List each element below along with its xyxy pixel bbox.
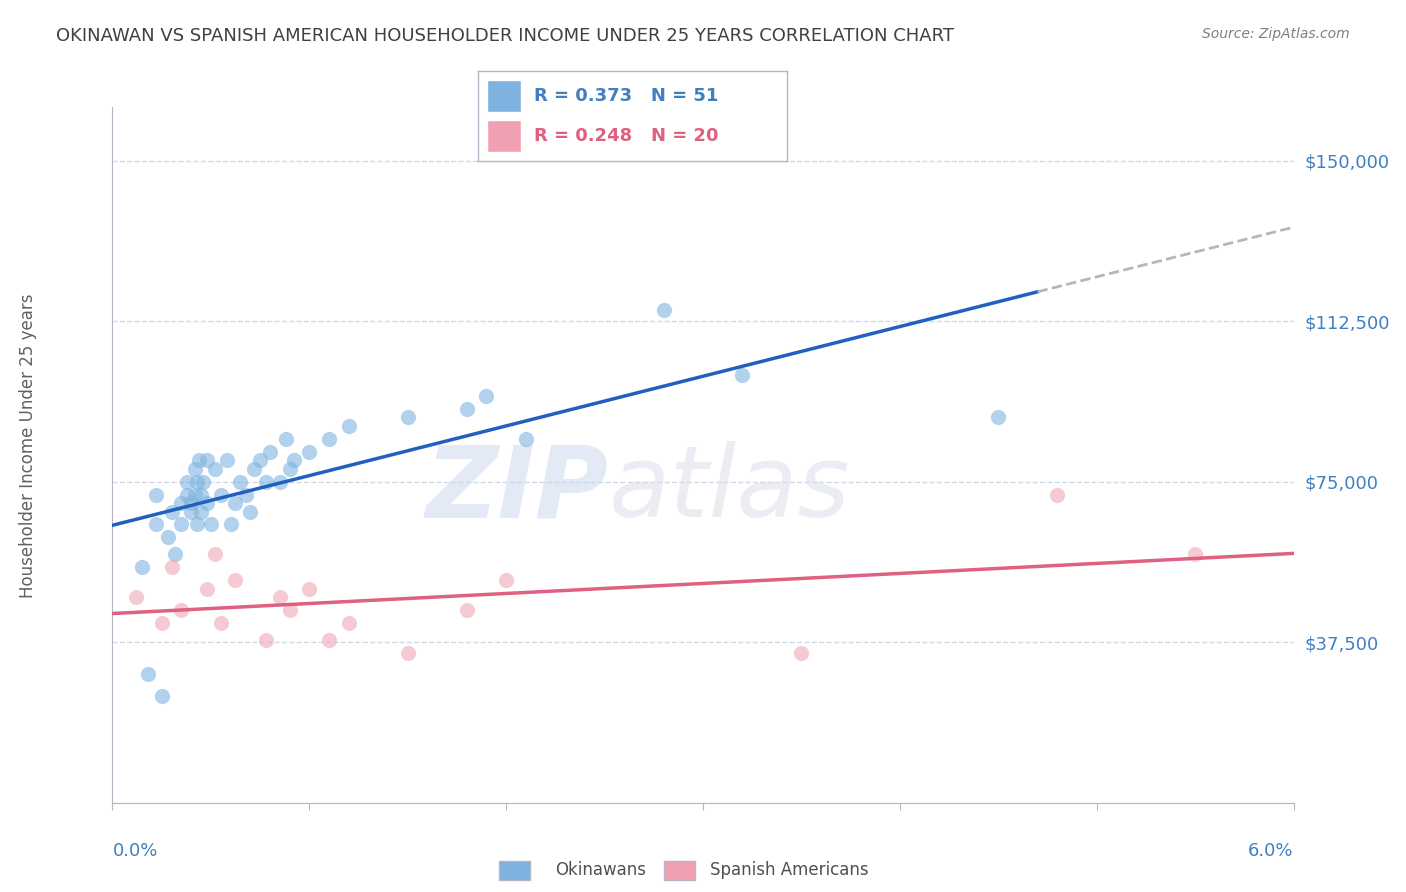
Point — [145, 487, 167, 501]
Point — [190, 505, 212, 519]
Point — [278, 462, 301, 476]
Point — [170, 517, 193, 532]
Point — [170, 603, 193, 617]
Point — [200, 517, 222, 532]
Point — [184, 462, 207, 476]
Point — [195, 582, 218, 596]
Point — [396, 646, 419, 660]
Point — [176, 487, 198, 501]
Point — [219, 517, 242, 532]
Text: Source: ZipAtlas.com: Source: ZipAtlas.com — [1202, 27, 1350, 41]
Point — [150, 615, 173, 630]
Point — [190, 487, 212, 501]
Point — [195, 453, 218, 467]
Point — [131, 560, 153, 574]
Text: atlas: atlas — [609, 442, 851, 538]
Point — [254, 633, 277, 648]
Text: R = 0.373   N = 51: R = 0.373 N = 51 — [534, 87, 718, 105]
Point — [790, 646, 813, 660]
Text: 6.0%: 6.0% — [1249, 842, 1294, 860]
Point — [229, 475, 252, 489]
Point — [176, 475, 198, 489]
Point — [165, 548, 187, 562]
Point — [1046, 487, 1069, 501]
Point — [396, 410, 419, 425]
Point — [456, 603, 478, 617]
Point — [495, 573, 517, 587]
Point — [186, 517, 208, 532]
Point — [191, 475, 214, 489]
Point — [188, 453, 211, 467]
Point — [318, 633, 340, 648]
Point — [318, 432, 340, 446]
Point — [1184, 548, 1206, 562]
Point — [269, 591, 291, 605]
Point — [186, 475, 208, 489]
Point — [180, 505, 202, 519]
Point — [150, 689, 173, 703]
Point — [254, 475, 277, 489]
Point — [337, 615, 360, 630]
Point — [224, 573, 246, 587]
Point — [204, 462, 226, 476]
Point — [160, 505, 183, 519]
Point — [170, 496, 193, 510]
Text: R = 0.248   N = 20: R = 0.248 N = 20 — [534, 127, 718, 145]
Point — [209, 487, 232, 501]
Point — [180, 496, 202, 510]
Text: Householder Income Under 25 years: Householder Income Under 25 years — [20, 293, 37, 599]
Text: 0.0%: 0.0% — [112, 842, 157, 860]
Point — [125, 591, 148, 605]
Point — [204, 548, 226, 562]
Point — [283, 453, 305, 467]
Point — [224, 496, 246, 510]
Point — [156, 530, 179, 544]
Text: Okinawans: Okinawans — [555, 861, 647, 879]
Bar — [488, 80, 522, 112]
Point — [249, 453, 271, 467]
Text: OKINAWAN VS SPANISH AMERICAN HOUSEHOLDER INCOME UNDER 25 YEARS CORRELATION CHART: OKINAWAN VS SPANISH AMERICAN HOUSEHOLDER… — [56, 27, 955, 45]
Point — [987, 410, 1010, 425]
Text: ZIP: ZIP — [426, 442, 609, 538]
Point — [298, 444, 321, 458]
Point — [652, 303, 675, 318]
Point — [243, 462, 266, 476]
Point — [239, 505, 262, 519]
Point — [274, 432, 297, 446]
Point — [145, 517, 167, 532]
Point — [259, 444, 281, 458]
Point — [337, 419, 360, 434]
Point — [209, 615, 232, 630]
Point — [184, 487, 207, 501]
Point — [475, 389, 498, 403]
Point — [731, 368, 754, 382]
Bar — [488, 120, 522, 152]
Point — [269, 475, 291, 489]
Point — [515, 432, 537, 446]
Point — [456, 401, 478, 416]
Text: Spanish Americans: Spanish Americans — [710, 861, 869, 879]
Point — [136, 667, 159, 681]
Point — [278, 603, 301, 617]
Point — [195, 496, 218, 510]
Point — [298, 582, 321, 596]
Point — [215, 453, 238, 467]
Point — [160, 560, 183, 574]
Point — [235, 487, 257, 501]
